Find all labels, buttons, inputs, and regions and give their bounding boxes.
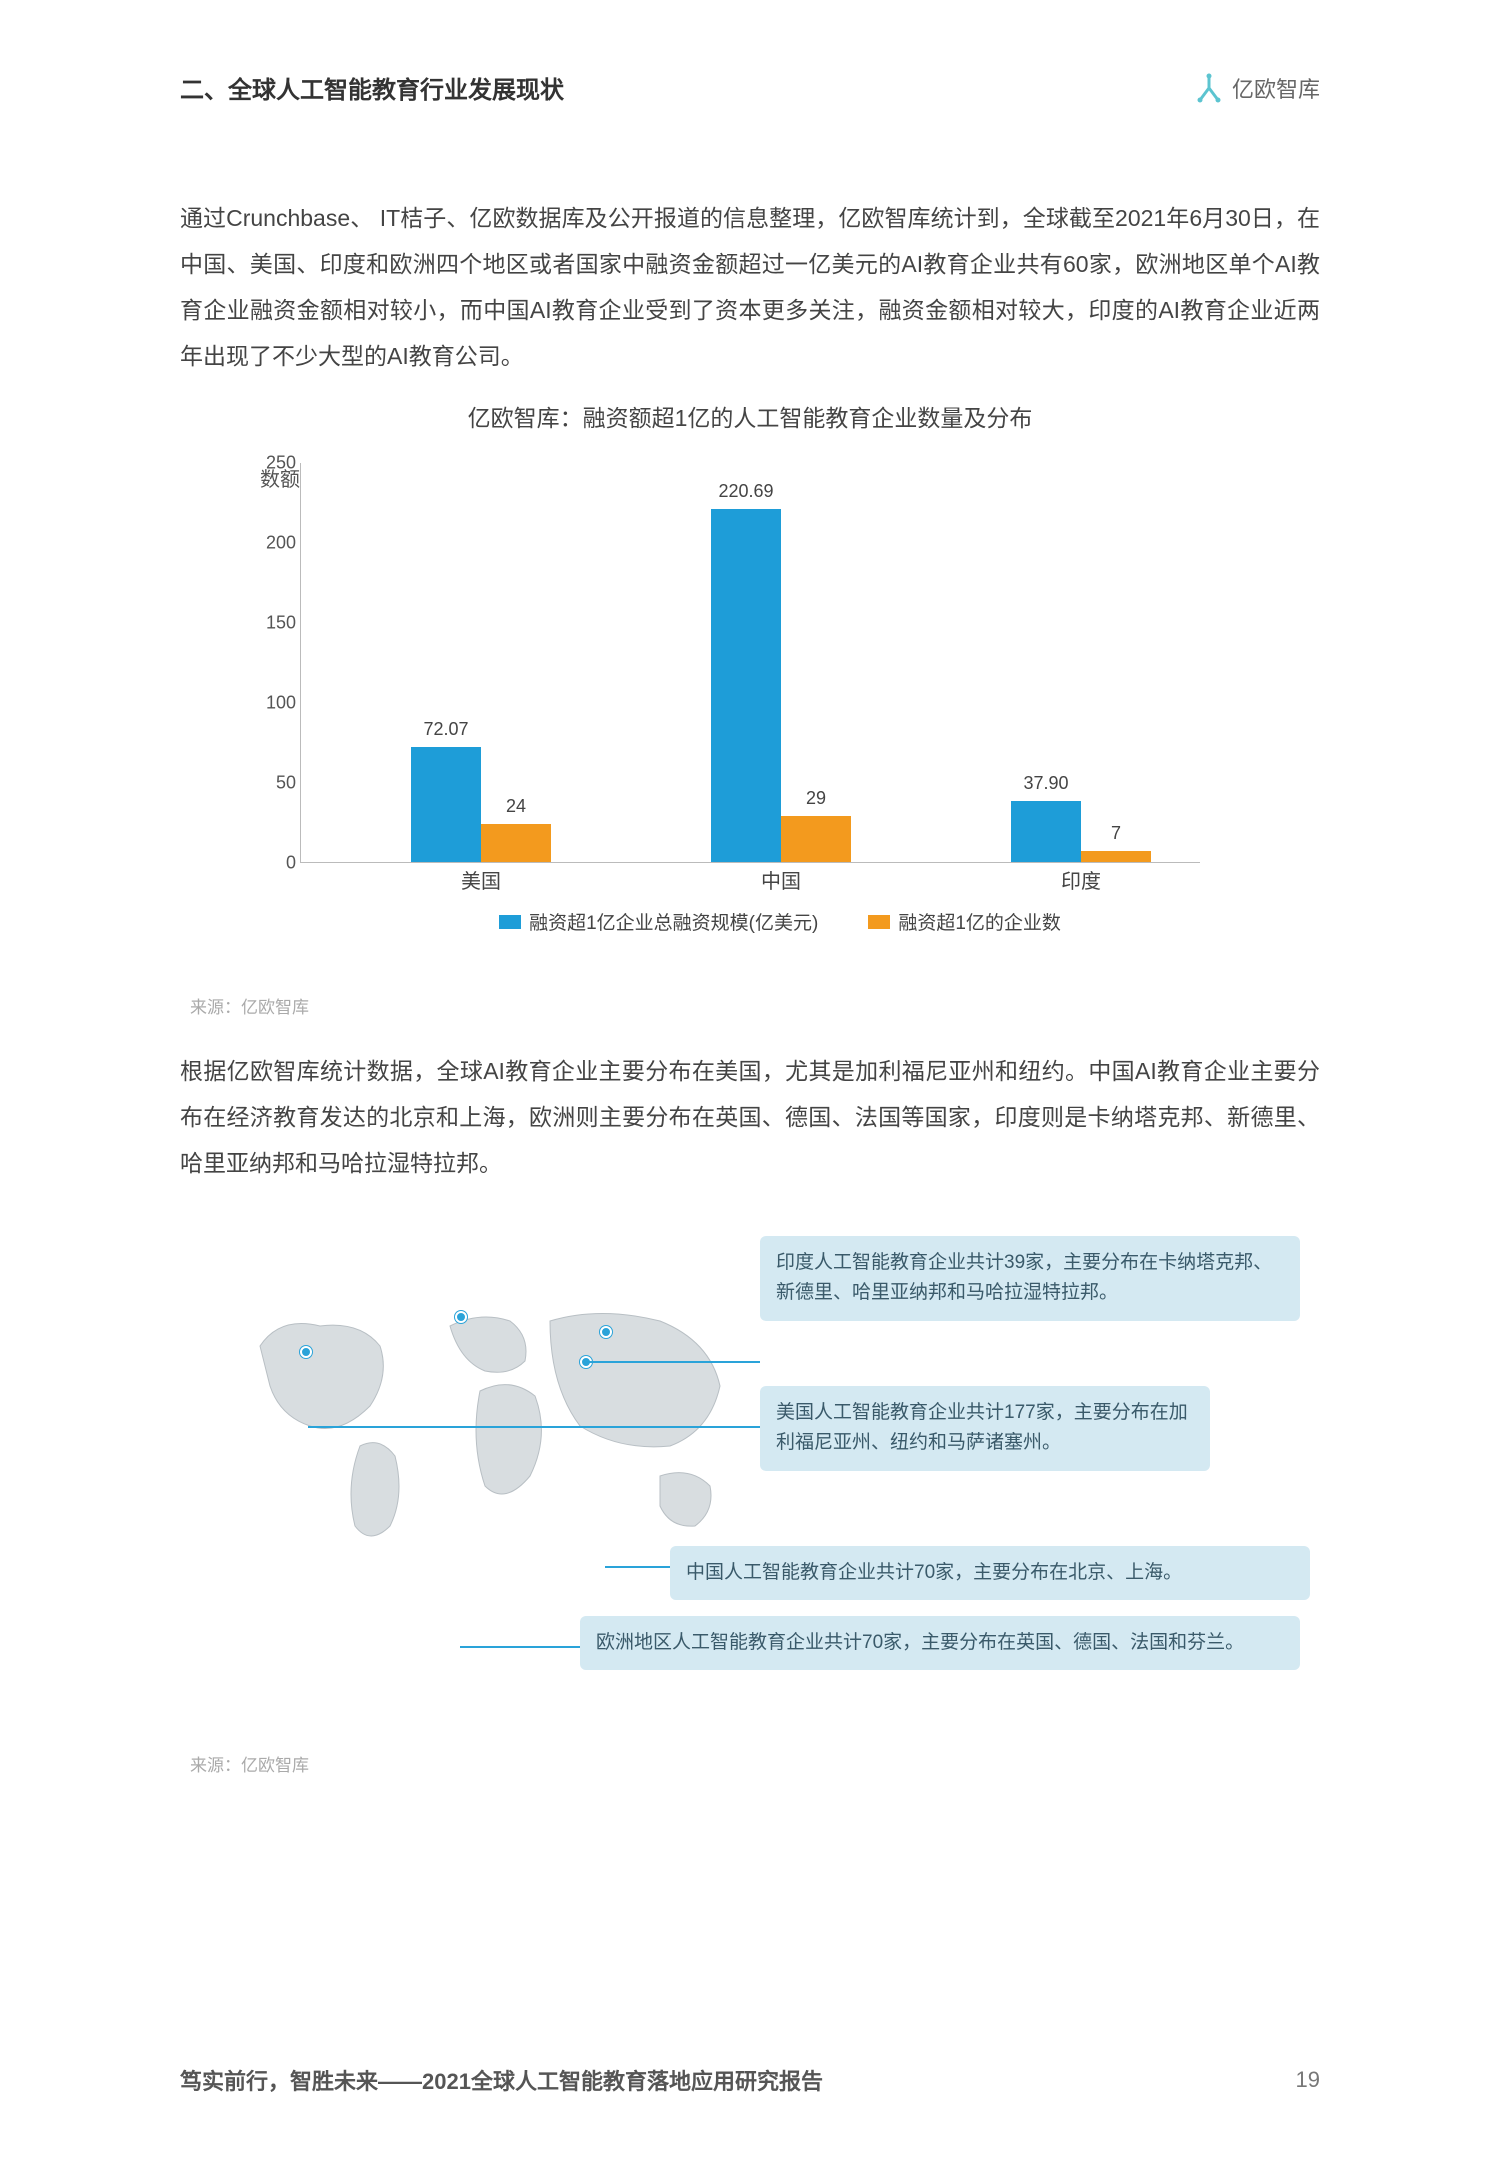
page-number: 19: [1296, 2067, 1320, 2093]
legend-item-2: 融资超1亿的企业数: [868, 908, 1061, 935]
bar-series2: 24: [481, 824, 551, 862]
ytick-label: 50: [251, 773, 296, 794]
bar-series1: 72.07: [411, 747, 481, 862]
world-map-silhouette: [230, 1266, 750, 1566]
callout-europe: 欧洲地区人工智能教育企业共计70家，主要分布在英国、德国、法国和芬兰。: [580, 1616, 1300, 1670]
map-line-usa: [308, 1426, 760, 1428]
map-dot-usa: [300, 1346, 312, 1358]
bar-series2: 7: [1081, 851, 1151, 862]
bar-value-label: 37.90: [1023, 773, 1068, 794]
map-line-china: [605, 1566, 670, 1568]
world-map-infographic: 印度人工智能教育企业共计39家，主要分布在卡纳塔克邦、新德里、哈里亚纳邦和马哈拉…: [180, 1226, 1320, 1766]
bar-group: 37.907: [961, 801, 1201, 862]
body-paragraph-2: 根据亿欧智库统计数据，全球AI教育企业主要分布在美国，尤其是加利福尼亚州和纽约。…: [180, 1048, 1320, 1186]
xtick-label: 印度: [961, 865, 1201, 894]
footer-report-title: 笃实前行，智胜未来——2021全球人工智能教育落地应用研究报告: [180, 2064, 823, 2096]
bar-value-label: 72.07: [423, 719, 468, 740]
legend-swatch-2: [868, 915, 890, 929]
chart-title: 亿欧智库：融资额超1亿的人工智能教育企业数量及分布: [180, 399, 1320, 433]
page-footer: 笃实前行，智胜未来——2021全球人工智能教育落地应用研究报告 19: [180, 2064, 1320, 2096]
bar-group: 220.6929: [661, 509, 901, 862]
ytick-label: 150: [251, 613, 296, 634]
ytick-label: 250: [251, 453, 296, 474]
map-dot-china: [600, 1326, 612, 1338]
brand-logo: 亿欧智库: [1194, 72, 1320, 104]
map-line-europe: [460, 1646, 580, 1648]
xtick-label: 中国: [661, 865, 901, 894]
legend-swatch-1: [499, 915, 521, 929]
bar-chart: 数额 05010015020025072.0724美国220.6929中国37.…: [180, 463, 1320, 983]
callout-usa: 美国人工智能教育企业共计177家，主要分布在加利福尼亚州、纽约和马萨诸塞州。: [760, 1386, 1210, 1471]
ytick-label: 0: [251, 853, 296, 874]
map-line-india: [588, 1361, 760, 1363]
xtick-label: 美国: [361, 865, 601, 894]
bar-value-label: 29: [806, 788, 826, 809]
ytick-label: 100: [251, 693, 296, 714]
chart-legend: 融资超1亿企业总融资规模(亿美元) 融资超1亿的企业数: [240, 908, 1320, 935]
legend-label-1: 融资超1亿企业总融资规模(亿美元): [529, 908, 818, 935]
logo-icon: [1194, 73, 1224, 103]
bar-value-label: 220.69: [718, 481, 773, 502]
section-title: 二、全球人工智能教育行业发展现状: [180, 70, 564, 105]
bar-group: 72.0724: [361, 747, 601, 862]
logo-text: 亿欧智库: [1232, 72, 1320, 104]
page-header: 二、全球人工智能教育行业发展现状 亿欧智库: [180, 70, 1320, 105]
bar-series1: 220.69: [711, 509, 781, 862]
bar-series2: 29: [781, 816, 851, 862]
map-dot-europe: [455, 1311, 467, 1323]
intro-paragraph: 通过Crunchbase、 IT桔子、亿欧数据库及公开报道的信息整理，亿欧智库统…: [180, 195, 1320, 379]
bar-value-label: 7: [1111, 823, 1121, 844]
chart-source: 来源：亿欧智库: [190, 993, 1320, 1018]
legend-item-1: 融资超1亿企业总融资规模(亿美元): [499, 908, 818, 935]
bar-value-label: 24: [506, 796, 526, 817]
legend-label-2: 融资超1亿的企业数: [898, 908, 1061, 935]
bar-series1: 37.90: [1011, 801, 1081, 862]
callout-china: 中国人工智能教育企业共计70家，主要分布在北京、上海。: [670, 1546, 1310, 1600]
chart-plot-area: 05010015020025072.0724美国220.6929中国37.907…: [300, 463, 1200, 863]
map-source: 来源：亿欧智库: [190, 1751, 309, 1776]
callout-india: 印度人工智能教育企业共计39家，主要分布在卡纳塔克邦、新德里、哈里亚纳邦和马哈拉…: [760, 1236, 1300, 1321]
ytick-label: 200: [251, 533, 296, 554]
